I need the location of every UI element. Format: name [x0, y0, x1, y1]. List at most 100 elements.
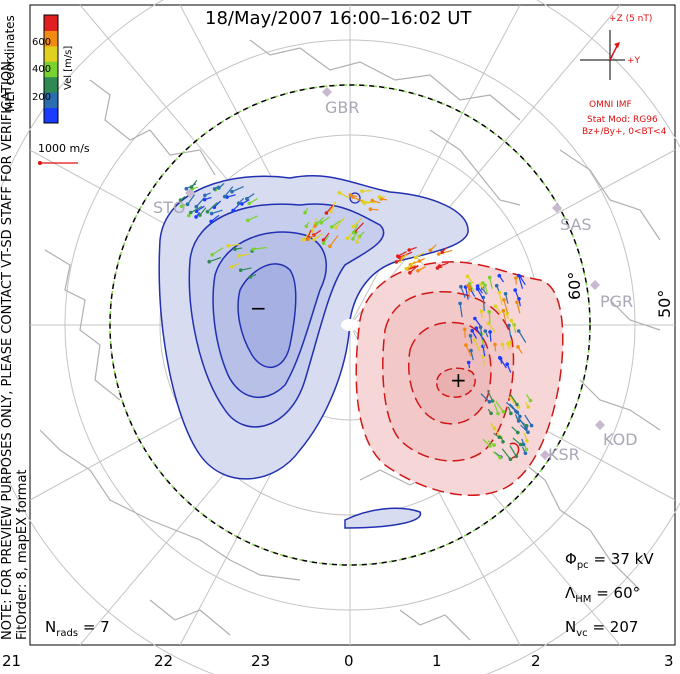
velocity-vector [513, 288, 519, 299]
mlt-tick-22: 22 [154, 652, 174, 670]
velocity-vector [377, 195, 385, 199]
velocity-vector [251, 246, 267, 251]
station-label-pgr: PGR [600, 292, 634, 311]
velocity-vector [493, 432, 502, 440]
velocity-vector [209, 214, 220, 224]
velocity-vectors [178, 179, 534, 462]
radar-count: Nrads = 7 [45, 618, 110, 639]
velocity-vector [483, 283, 489, 295]
velocity-vector [474, 326, 484, 340]
phi-subscript: pc [576, 560, 589, 571]
velocity-vector [492, 451, 502, 460]
velocity-vector [501, 448, 513, 462]
velocity-vector [404, 260, 416, 271]
velocity-vector [319, 216, 331, 225]
nvc-value: = 207 [592, 618, 639, 636]
velocity-vector [189, 179, 198, 189]
velocity-vector [337, 191, 350, 199]
velocity-vector [493, 403, 500, 416]
velocity-vector [440, 247, 448, 254]
velocity-vector [475, 287, 484, 299]
imf-dial [580, 30, 625, 80]
velocity-vector [464, 343, 472, 357]
velocity-vector [437, 262, 449, 268]
velocity-vector [493, 342, 497, 352]
mlt-tick-1: 1 [432, 652, 442, 670]
lat-label-50: 50° [655, 289, 674, 318]
velocity-vector [237, 253, 249, 258]
velocity-vector [486, 321, 496, 333]
velocity-vector [509, 445, 519, 459]
velocity-vector [329, 220, 341, 229]
velocity-vector [324, 204, 334, 215]
velocity-vector [245, 193, 255, 201]
velocity-vector [416, 266, 426, 273]
velocity-vector [203, 192, 211, 198]
velocity-vector [351, 230, 359, 241]
velocity-vector [360, 189, 372, 193]
velocity-vector [321, 232, 330, 242]
velocity-vector [467, 285, 472, 293]
velocity-vector [348, 193, 358, 198]
nrads-subscript: rads [56, 628, 79, 639]
velocity-vector [178, 196, 186, 202]
velocity-vector [198, 207, 207, 217]
velocity-vector [487, 310, 492, 324]
velocity-vector [231, 203, 240, 213]
velocity-vector [514, 414, 521, 423]
velocity-vector [458, 301, 463, 318]
colorbar-segment [44, 107, 58, 124]
mlt-tick-23: 23 [251, 652, 271, 670]
velocity-vector [226, 243, 240, 248]
pole-marker [341, 319, 359, 331]
velocity-vector [506, 341, 511, 350]
velocity-vector [482, 438, 492, 448]
velocity-vector [205, 201, 218, 214]
velocity-vector [468, 333, 473, 344]
mlt-tick-21: 21 [2, 652, 22, 670]
mlt-tick-0: 0 [344, 652, 354, 670]
velocity-vector [368, 207, 379, 211]
imf-bin-label: Bz+/By+, 0<BT<4 [582, 127, 667, 137]
velocity-scale-label: 1000 m/s [38, 142, 90, 155]
velocity-vector [370, 198, 381, 204]
velocity-vector [194, 211, 200, 219]
lat-label-60: 60° [565, 271, 584, 300]
velocity-vector [478, 325, 483, 338]
preview-note-line1: NOTE: FOR PREVIEW PURPOSES ONLY, PLEASE … [0, 57, 15, 640]
station-label-ksr: KSR [548, 445, 580, 464]
velocity-vector [212, 185, 220, 191]
velocity-vector [503, 292, 509, 304]
colorbar-outline [43, 14, 59, 124]
velocity-vector [516, 345, 523, 354]
velocity-vector [498, 356, 503, 364]
nvc-symbol: N [565, 618, 577, 636]
velocity-vector [505, 362, 512, 373]
nrads-value: = 7 [82, 618, 110, 636]
potential-maximum-marker: + [450, 368, 467, 392]
colorbar-segment [44, 15, 58, 31]
velocity-vector [362, 201, 370, 205]
velocity-vector [394, 259, 402, 264]
nrads-symbol: N [45, 618, 57, 636]
velocity-vector [247, 198, 258, 206]
imf-y-label: +Y [627, 56, 641, 66]
velocity-vector [303, 207, 309, 215]
colorbar-segment [44, 92, 58, 109]
velocity-vector [488, 330, 492, 342]
map-title: 18/May/2007 16:00–16:02 UT [205, 8, 472, 29]
velocity-vector [417, 258, 426, 263]
velocity-vector [509, 403, 520, 415]
velocity-vector [328, 234, 339, 249]
velocity-vector [501, 308, 507, 322]
velocity-vector [500, 436, 505, 444]
imf-label: OMNI IMF [589, 100, 632, 110]
velocity-vector [507, 406, 513, 416]
velocity-vector [480, 393, 492, 404]
velocity-vector [230, 262, 240, 269]
lambda-symbol: Λ [565, 584, 576, 602]
velocity-vector [462, 327, 467, 338]
velocity-vector [236, 197, 245, 205]
phi-value: = 37 kV [593, 550, 654, 568]
